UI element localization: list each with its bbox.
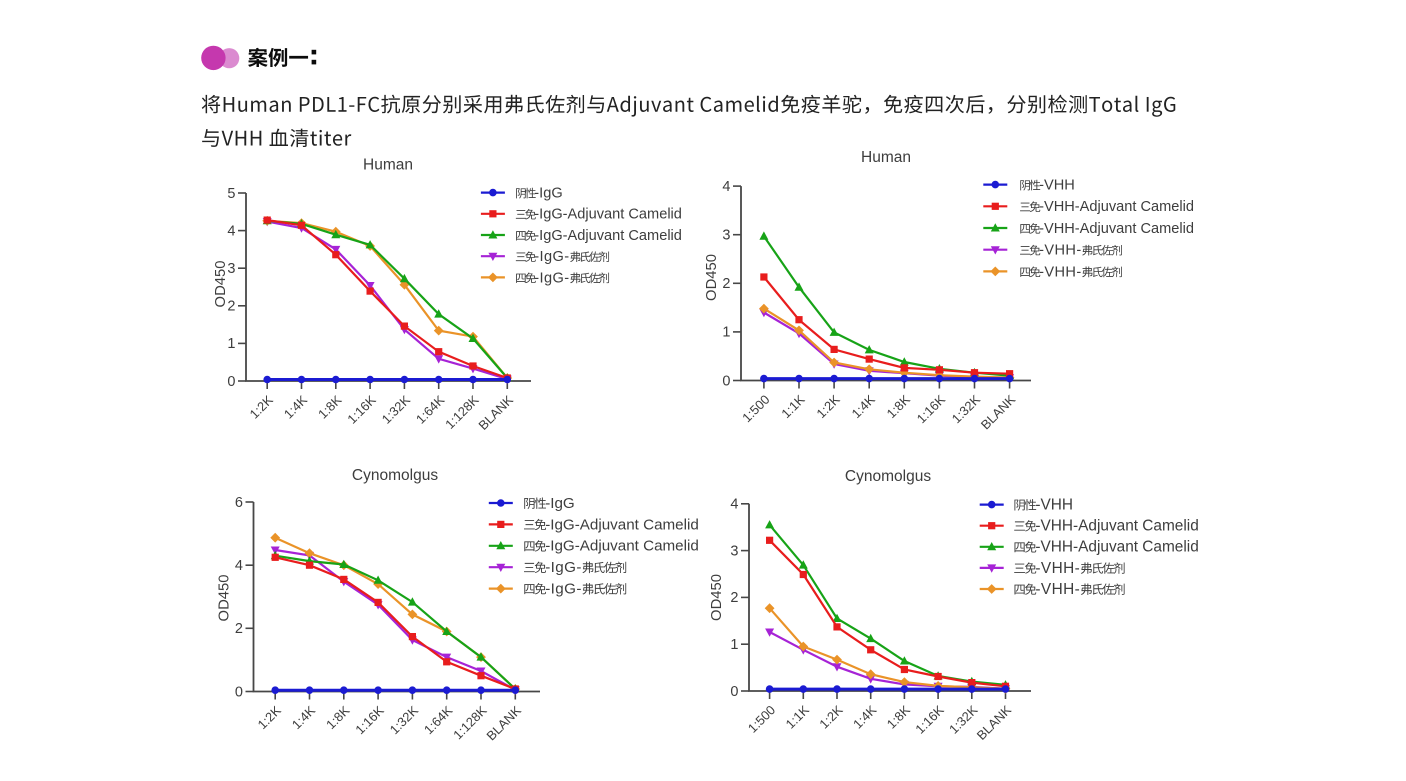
svg-text:OD450: OD450 bbox=[213, 261, 229, 308]
svg-text:-VHH: -VHH bbox=[1039, 178, 1075, 194]
svg-text:Human: Human bbox=[861, 149, 911, 166]
svg-text:OD450: OD450 bbox=[709, 574, 725, 621]
svg-text:4: 4 bbox=[227, 223, 235, 239]
svg-text:-VHH-Adjuvant Camelid: -VHH-Adjuvant Camelid bbox=[1039, 221, 1194, 237]
svg-text:-IgG-: -IgG- bbox=[534, 249, 569, 265]
svg-text:0: 0 bbox=[227, 374, 235, 390]
svg-text:4: 4 bbox=[235, 558, 243, 574]
svg-text:-VHH-: -VHH- bbox=[1039, 243, 1082, 259]
svg-text:0: 0 bbox=[235, 684, 243, 700]
svg-text:Human: Human bbox=[363, 157, 413, 174]
svg-text:3: 3 bbox=[722, 228, 730, 244]
svg-text:0: 0 bbox=[722, 373, 730, 389]
svg-text:6: 6 bbox=[235, 495, 243, 511]
svg-text:-VHH-: -VHH- bbox=[1039, 264, 1082, 280]
svg-text:-VHH-Adjuvant Camelid: -VHH-Adjuvant Camelid bbox=[1039, 199, 1194, 215]
svg-text:-IgG-Adjuvant Camelid: -IgG-Adjuvant Camelid bbox=[545, 516, 699, 533]
svg-text:4: 4 bbox=[722, 179, 730, 195]
svg-text:1: 1 bbox=[227, 336, 235, 352]
svg-text:2: 2 bbox=[227, 299, 235, 315]
svg-text:3: 3 bbox=[730, 543, 738, 559]
svg-text:-IgG: -IgG bbox=[545, 495, 575, 512]
svg-text:OD450: OD450 bbox=[704, 254, 720, 301]
svg-text:2: 2 bbox=[722, 276, 730, 292]
svg-text:2: 2 bbox=[235, 621, 243, 637]
svg-text:-IgG-: -IgG- bbox=[545, 559, 582, 576]
svg-text:-IgG-Adjuvant Camelid: -IgG-Adjuvant Camelid bbox=[534, 207, 682, 223]
svg-text:-IgG-: -IgG- bbox=[545, 581, 582, 598]
svg-text:-VHH-: -VHH- bbox=[1035, 581, 1080, 598]
svg-text:-IgG-Adjuvant Camelid: -IgG-Adjuvant Camelid bbox=[534, 228, 682, 244]
svg-text:OD450: OD450 bbox=[217, 575, 233, 622]
svg-text:-VHH-Adjuvant Camelid: -VHH-Adjuvant Camelid bbox=[1035, 539, 1198, 556]
svg-text:-VHH: -VHH bbox=[1035, 497, 1073, 514]
svg-text:-IgG: -IgG bbox=[534, 186, 562, 202]
svg-text:0: 0 bbox=[730, 684, 738, 700]
svg-text:Cynomolgus: Cynomolgus bbox=[845, 468, 931, 485]
svg-text:2: 2 bbox=[730, 590, 738, 606]
svg-text:-VHH-Adjuvant Camelid: -VHH-Adjuvant Camelid bbox=[1035, 518, 1198, 535]
svg-text:1: 1 bbox=[730, 637, 738, 653]
svg-text:-IgG-: -IgG- bbox=[534, 270, 569, 286]
svg-text:-VHH-: -VHH- bbox=[1035, 560, 1080, 577]
svg-text:1: 1 bbox=[722, 325, 730, 341]
svg-text:Cynomolgus: Cynomolgus bbox=[352, 467, 438, 484]
svg-text:3: 3 bbox=[227, 261, 235, 277]
svg-text:5: 5 bbox=[227, 186, 235, 202]
svg-text:4: 4 bbox=[730, 497, 738, 513]
svg-text:-IgG-Adjuvant Camelid: -IgG-Adjuvant Camelid bbox=[545, 538, 699, 555]
